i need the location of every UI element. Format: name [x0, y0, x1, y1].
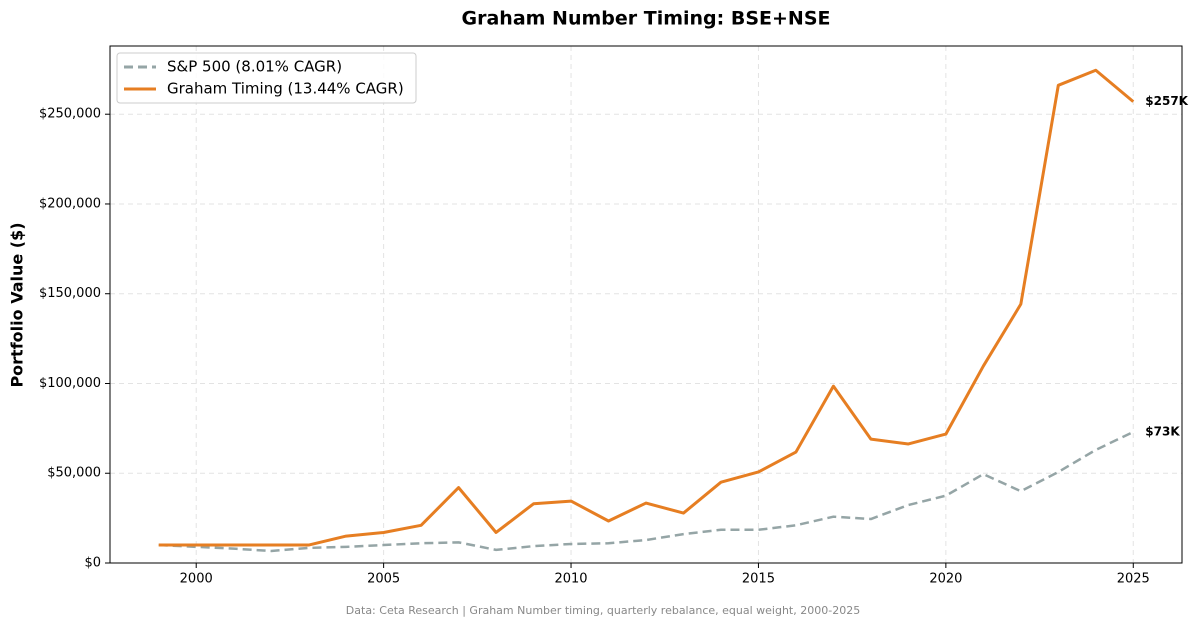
- footnote: Data: Ceta Research | Graham Number timi…: [346, 604, 860, 617]
- y-tick-label: $200,000: [39, 196, 101, 211]
- x-tick-label: 2020: [929, 572, 962, 587]
- x-tick-label: 2025: [1117, 572, 1150, 587]
- y-tick-label: $100,000: [39, 376, 101, 391]
- x-tick-label: 2005: [367, 572, 400, 587]
- x-tick-label: 2000: [180, 572, 213, 587]
- legend-label: S&P 500 (8.01% CAGR): [167, 58, 342, 76]
- plot-frame: [109, 45, 1183, 564]
- y-tick-label: $250,000: [39, 107, 101, 122]
- series-line: [158, 430, 1134, 553]
- legend: S&P 500 (8.01% CAGR) Graham Timing (13.44…: [116, 52, 417, 104]
- series-line: [158, 68, 1135, 547]
- y-tick-label: $0: [84, 556, 101, 571]
- y-tick-label: $50,000: [47, 466, 101, 481]
- x-tick-label: 2015: [742, 572, 775, 587]
- chart-title: Graham Number Timing: BSE+NSE: [462, 8, 831, 30]
- legend-label: Graham Timing (13.44% CAGR): [167, 80, 404, 98]
- end-value-label: $257K: [1145, 94, 1188, 108]
- y-tick-label: $150,000: [39, 286, 101, 301]
- y-axis-label: Portfolio Value ($): [8, 222, 27, 387]
- end-value-label: $73K: [1145, 424, 1180, 438]
- legend-box: [116, 52, 417, 104]
- x-tick-label: 2010: [554, 572, 587, 587]
